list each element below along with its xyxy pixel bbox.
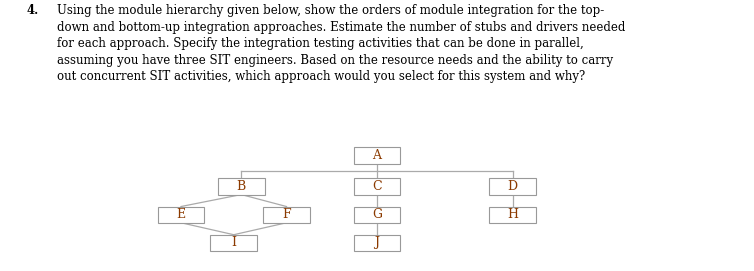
FancyBboxPatch shape bbox=[354, 147, 400, 163]
FancyBboxPatch shape bbox=[354, 235, 400, 251]
Text: H: H bbox=[507, 208, 518, 221]
FancyBboxPatch shape bbox=[158, 207, 204, 223]
FancyBboxPatch shape bbox=[263, 207, 310, 223]
FancyBboxPatch shape bbox=[218, 178, 265, 195]
FancyBboxPatch shape bbox=[354, 207, 400, 223]
Text: A: A bbox=[372, 149, 382, 162]
Text: C: C bbox=[372, 180, 382, 193]
FancyBboxPatch shape bbox=[354, 178, 400, 195]
Text: Using the module hierarchy given below, show the orders of module integration fo: Using the module hierarchy given below, … bbox=[57, 4, 625, 83]
Text: D: D bbox=[507, 180, 518, 193]
Text: E: E bbox=[176, 208, 185, 221]
Text: I: I bbox=[231, 236, 236, 249]
Text: F: F bbox=[282, 208, 291, 221]
Text: 4.: 4. bbox=[26, 4, 38, 17]
Text: B: B bbox=[237, 180, 246, 193]
Text: G: G bbox=[372, 208, 382, 221]
FancyBboxPatch shape bbox=[210, 235, 257, 251]
Text: J: J bbox=[375, 236, 379, 249]
FancyBboxPatch shape bbox=[489, 178, 536, 195]
FancyBboxPatch shape bbox=[489, 207, 536, 223]
